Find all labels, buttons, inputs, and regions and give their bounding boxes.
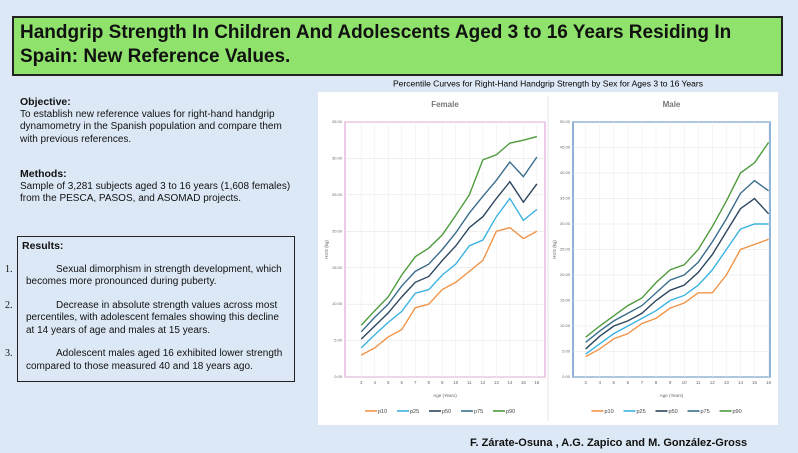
y-tick-label: 25.00 <box>560 247 571 252</box>
methods-text: Sample of 3,281 subjects aged 3 to 16 ye… <box>20 180 291 205</box>
chart-title: Female <box>431 100 459 109</box>
y-tick-label: 10.00 <box>332 301 343 306</box>
legend-label: p90 <box>733 409 742 415</box>
y-tick-label: 0.00 <box>562 374 571 379</box>
series-line <box>585 179 770 343</box>
series-line <box>360 135 538 326</box>
result-text: Sexual dimorphism in strength developmen… <box>26 263 282 288</box>
x-tick-label: 16 <box>766 380 772 385</box>
result-number: 1. <box>5 263 13 275</box>
series-line <box>360 180 538 340</box>
x-tick-label: 15 <box>752 380 758 385</box>
result-number: 3. <box>5 348 13 359</box>
result-number: 2. <box>5 299 13 311</box>
y-tick-label: 40.00 <box>560 170 571 175</box>
series-line <box>360 197 538 349</box>
series-line <box>360 156 538 333</box>
x-tick-label: 14 <box>738 380 744 385</box>
result-text: Adolescent males aged 16 exhibited lower… <box>26 348 283 372</box>
x-tick-label: 8 <box>428 380 431 385</box>
x-tick-label: 3 <box>360 380 363 385</box>
x-tick-label: 16 <box>534 380 540 385</box>
x-tick-label: 9 <box>669 380 672 385</box>
result-item: 3. Adolescent males aged 16 exhibited low… <box>5 348 290 373</box>
objective-heading: Objective: <box>20 96 71 108</box>
x-tick-label: 7 <box>414 380 417 385</box>
x-tick-label: 7 <box>641 380 644 385</box>
legend-label: p25 <box>410 409 419 415</box>
y-tick-label: 20.00 <box>560 272 571 277</box>
x-tick-label: 6 <box>627 380 630 385</box>
legend-label: p75 <box>474 409 483 415</box>
x-tick-label: 10 <box>682 380 688 385</box>
legend-label: p50 <box>442 409 451 415</box>
y-tick-label: 5.00 <box>562 349 571 354</box>
result-text: Decrease in absolute strength values acr… <box>26 299 279 336</box>
x-tick-label: 5 <box>613 380 616 385</box>
figure-title: Percentile Curves for Right-Hand Handgri… <box>393 78 703 88</box>
y-tick-label: 50.00 <box>560 119 571 124</box>
series-line <box>585 223 769 355</box>
x-tick-label: 4 <box>598 380 601 385</box>
y-axis-label: HGS (kg) <box>552 240 557 259</box>
x-tick-label: 9 <box>441 380 444 385</box>
y-tick-label: 25.00 <box>332 192 343 197</box>
result-item: 1. Sexual dimorphism in strength developm… <box>5 263 290 289</box>
poster-title: Handgrip Strength In Children And Adoles… <box>12 16 783 76</box>
y-tick-label: 30.00 <box>332 155 343 160</box>
y-tick-label: 0.00 <box>334 374 343 379</box>
x-tick-label: 4 <box>373 380 376 385</box>
x-tick-label: 13 <box>494 380 500 385</box>
x-tick-label: 15 <box>521 380 527 385</box>
legend-label: p25 <box>637 409 646 415</box>
y-tick-label: 45.00 <box>560 145 571 150</box>
authors: F. Zárate-Osuna , A.G. Zapico and M. Gon… <box>470 437 748 449</box>
legend-label: p75 <box>701 409 710 415</box>
x-tick-label: 8 <box>655 380 658 385</box>
series-line <box>585 238 769 358</box>
x-tick-label: 11 <box>467 380 472 385</box>
results-heading: Results: <box>22 240 64 252</box>
x-tick-label: 13 <box>724 380 730 385</box>
x-tick-label: 10 <box>453 380 459 385</box>
y-tick-label: 15.00 <box>332 265 343 270</box>
plot-area <box>344 121 546 378</box>
figure: Percentile Curves for Right-Hand Handgri… <box>318 78 778 425</box>
chart-title: Male <box>663 100 681 109</box>
series-line <box>585 142 770 338</box>
x-tick-label: 6 <box>400 380 403 385</box>
x-tick-label: 5 <box>387 380 390 385</box>
y-tick-label: 35.00 <box>560 196 571 201</box>
x-tick-label: 14 <box>507 380 513 385</box>
y-tick-label: 5.00 <box>334 338 343 343</box>
y-tick-label: 15.00 <box>560 298 571 303</box>
results: Results: 1. Sexual dimorphism in strength… <box>5 236 295 382</box>
x-tick-label: 12 <box>710 380 716 385</box>
x-axis-label: Age (Years) <box>660 393 684 398</box>
y-tick-label: 10.00 <box>560 323 571 328</box>
result-item: 2. Decrease in absolute strength values a… <box>5 299 290 338</box>
legend-label: p90 <box>506 409 515 415</box>
y-tick-label: 30.00 <box>560 221 571 226</box>
x-tick-label: 3 <box>584 380 587 385</box>
y-tick-label: 35.00 <box>332 119 343 124</box>
y-axis-label: HGS (kg) <box>324 240 329 259</box>
legend-label: p50 <box>669 409 678 415</box>
methods-heading: Methods: <box>20 168 67 180</box>
legend-label: p10 <box>605 409 614 415</box>
legend-label: p10 <box>378 409 387 415</box>
series-line <box>360 226 538 356</box>
objective-text: To establish new reference values for ri… <box>20 108 282 145</box>
series-line <box>585 197 770 350</box>
objective: Objective: To establish new reference va… <box>20 96 300 146</box>
x-tick-label: 12 <box>480 380 486 385</box>
y-tick-label: 20.00 <box>332 228 343 233</box>
methods: Methods: Sample of 3,281 subjects aged 3… <box>20 168 300 206</box>
x-tick-label: 11 <box>696 380 701 385</box>
x-axis-label: Age (Years) <box>433 393 457 398</box>
